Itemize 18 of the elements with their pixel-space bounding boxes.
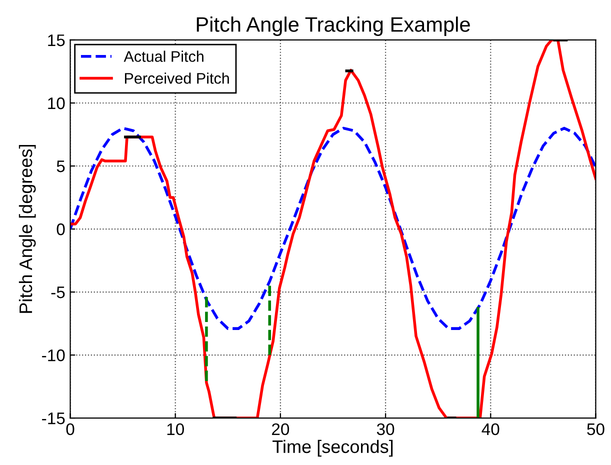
- y-tick-label: -10: [42, 349, 65, 362]
- y-tick-label: -15: [42, 412, 65, 424]
- x-tick-label: 20: [272, 423, 290, 436]
- x-tick-label: 30: [376, 423, 394, 436]
- y-tick-label: 10: [48, 97, 65, 110]
- chart-title: Pitch Angle Tracking Example: [196, 16, 470, 36]
- y-tick-label: -5: [51, 286, 65, 298]
- y-tick-label: 15: [48, 34, 65, 46]
- x-tick-label: 10: [167, 423, 184, 436]
- y-tick-label: 5: [56, 160, 65, 172]
- x-tick-label: 40: [482, 423, 500, 436]
- legend-label: Actual Pitch: [124, 50, 204, 62]
- x-tick-label: 0: [66, 423, 74, 436]
- legend-label: Perceived Pitch: [124, 72, 229, 84]
- y-axis-title: Pitch Angle [degrees]: [18, 144, 36, 313]
- y-tick-label: 0: [56, 223, 65, 236]
- x-axis-title: Time [seconds]: [272, 440, 393, 457]
- x-tick-label: 50: [587, 423, 604, 436]
